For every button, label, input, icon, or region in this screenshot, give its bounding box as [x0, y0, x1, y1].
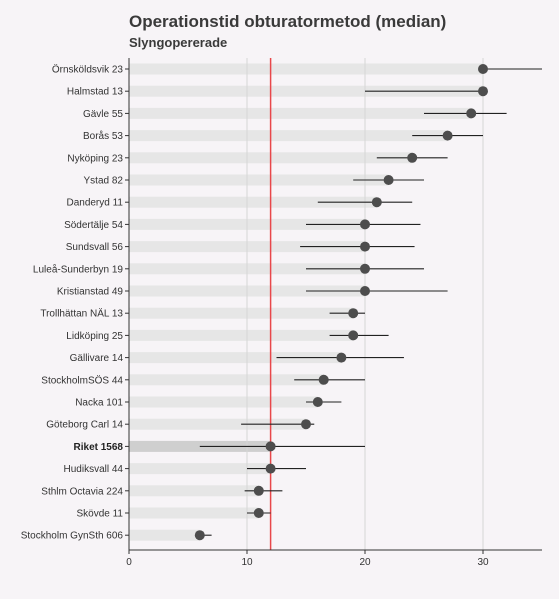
category-label-8: Sundsvall 56 [66, 242, 124, 253]
category-label-16: Göteborg Carl 14 [46, 420, 123, 431]
bar-5 [129, 174, 389, 186]
category-label-19: Sthlm Octavia 224 [41, 486, 123, 497]
point-14 [318, 374, 329, 385]
point-20 [253, 508, 264, 518]
category-label-3: Borås 53 [83, 130, 123, 142]
bar-14 [129, 374, 324, 386]
point-2 [466, 108, 477, 119]
point-4 [407, 152, 418, 163]
x-tick-label-0: 0 [126, 557, 132, 568]
category-label-13: Gällivare 14 [70, 353, 124, 364]
category-label-0: Örnsköldsvik 23 [52, 64, 124, 76]
x-tick-label-1: 10 [241, 557, 253, 568]
point-12 [348, 330, 359, 341]
point-0 [478, 64, 488, 74]
bar-1 [129, 85, 483, 97]
category-label-18: Hudiksvall 44 [64, 464, 124, 475]
point-6 [371, 197, 382, 208]
point-13 [336, 352, 347, 363]
point-18 [265, 463, 276, 474]
category-label-5: Ystad 82 [84, 176, 124, 187]
category-label-15: Nacka 101 [75, 398, 123, 409]
bar-20 [129, 507, 259, 519]
point-15 [312, 397, 323, 407]
category-label-14: StockholmSÖS 44 [41, 374, 123, 386]
point-9 [360, 263, 370, 274]
bar-15 [129, 396, 318, 408]
bar-16 [129, 418, 306, 430]
point-16 [301, 419, 311, 430]
bar-6 [129, 196, 377, 208]
bar-3 [129, 130, 448, 142]
point-11 [348, 308, 359, 319]
point-3 [442, 130, 453, 141]
bar-21 [129, 529, 200, 541]
bar-19 [129, 485, 259, 497]
category-label-4: Nyköping 23 [67, 153, 123, 164]
chart-subtitle: Slyngopererade [129, 35, 228, 50]
bar-11 [129, 307, 354, 319]
category-label-11: Trollhättan NÄL 13 [40, 308, 123, 320]
point-1 [478, 86, 488, 97]
category-label-2: Gävle 55 [83, 109, 123, 120]
bar-18 [129, 463, 271, 475]
point-8 [360, 241, 370, 252]
category-label-6: Danderyd 11 [66, 198, 123, 209]
point-21 [194, 530, 205, 541]
point-10 [360, 286, 370, 296]
point-7 [360, 219, 370, 230]
bar-2 [129, 107, 472, 119]
bar-13 [129, 352, 342, 364]
category-label-20: Skövde 11 [76, 509, 123, 520]
category-label-17: Riket 1568 [74, 442, 124, 453]
category-label-12: Lidköping 25 [66, 331, 123, 342]
category-label-7: Södertälje 54 [64, 220, 123, 231]
point-17 [265, 441, 276, 452]
category-label-1: Halmstad 13 [67, 87, 124, 98]
category-label-9: Luleå-Sunderbyn 19 [33, 263, 124, 275]
x-tick-label-2: 20 [359, 557, 371, 568]
point-19 [253, 485, 264, 496]
category-label-10: Kristianstad 49 [57, 287, 124, 298]
x-tick-label-3: 30 [477, 557, 489, 568]
category-label-21: Stockholm GynSth 606 [21, 531, 124, 542]
bar-0 [129, 63, 483, 75]
point-5 [383, 175, 394, 185]
bar-12 [129, 329, 354, 341]
chart-title: Operationstid obturatormetod (median) [129, 12, 447, 31]
